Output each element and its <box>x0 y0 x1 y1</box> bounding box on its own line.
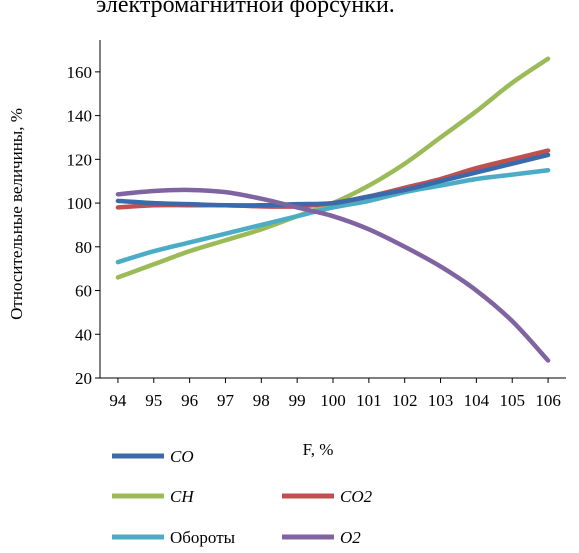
x-tick-label: 105 <box>499 391 525 410</box>
y-tick-label: 40 <box>75 325 92 344</box>
y-tick-label: 20 <box>75 369 92 388</box>
x-tick-label: 101 <box>356 391 382 410</box>
x-tick-label: 96 <box>181 391 198 410</box>
x-tick-label: 94 <box>109 391 127 410</box>
legend: CO CH CO2 Обороты O2 <box>112 447 373 547</box>
x-tick-label: 99 <box>289 391 306 410</box>
x-tick-label: 104 <box>464 391 490 410</box>
x-tick-label: 98 <box>253 391 270 410</box>
heading-fragment: электромагнитной форсунки. <box>96 0 395 18</box>
y-tick-label: 60 <box>75 282 92 301</box>
x-tick-label: 106 <box>535 391 561 410</box>
legend-label-o2: O2 <box>340 528 361 547</box>
legend-label-co2: CO2 <box>340 487 373 506</box>
legend-label-co: CO <box>170 447 194 466</box>
series-line-o2 <box>115 187 551 363</box>
x-tick-label: 97 <box>217 391 235 410</box>
y-tick-label: 160 <box>67 63 93 82</box>
x-tick-label: 103 <box>428 391 454 410</box>
y-tick-label: 140 <box>67 107 93 126</box>
y-tick-label: 120 <box>67 150 93 169</box>
x-tick-label: 102 <box>392 391 418 410</box>
x-tick-label: 95 <box>145 391 162 410</box>
legend-label-ch: CH <box>170 487 195 506</box>
series-layer <box>115 56 551 363</box>
x-axis-title: F, % <box>303 440 334 459</box>
series-line-обороты <box>115 168 551 265</box>
series-line-co <box>115 152 551 208</box>
y-tick-label: 80 <box>75 238 92 257</box>
y-axis-title: Относительные величины, % <box>7 108 26 320</box>
legend-label-обороты: Обороты <box>170 528 236 547</box>
axes: 20 40 60 80 100 120 140 160 94 95 96 97 98 99 100 101 10… <box>67 40 566 410</box>
y-tick-label: 100 <box>67 194 93 213</box>
x-tick-label: 100 <box>320 391 346 410</box>
